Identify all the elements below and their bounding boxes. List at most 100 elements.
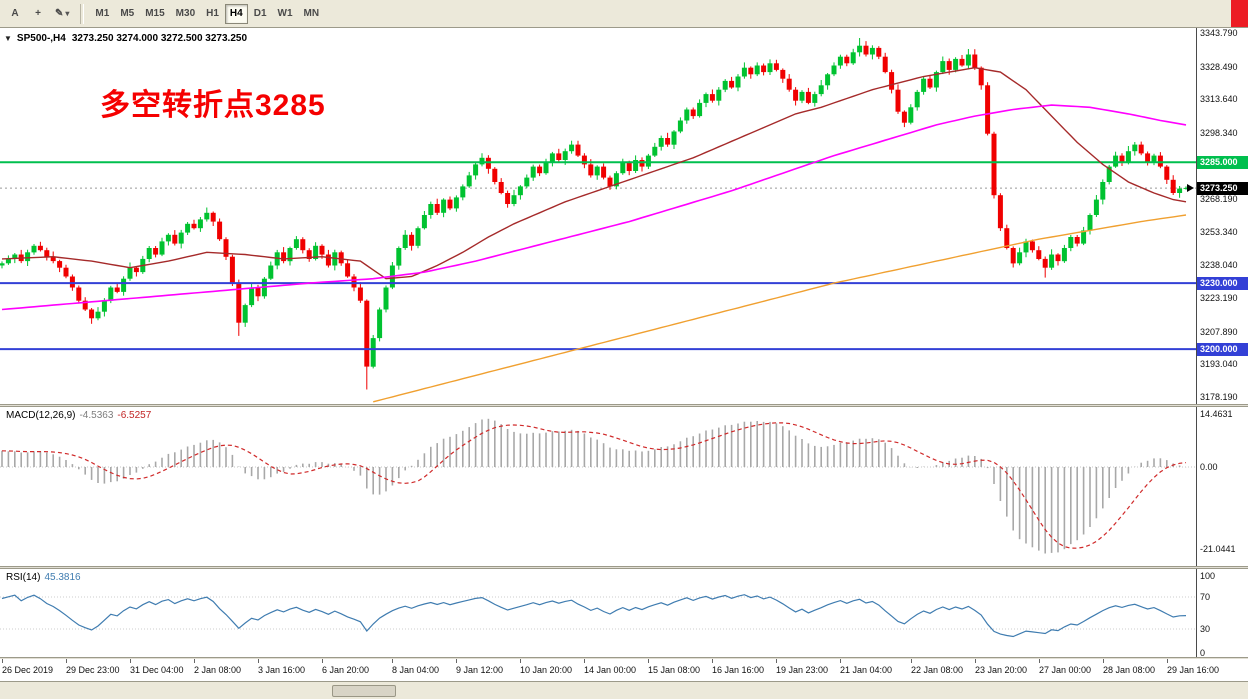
candle-body [153, 248, 159, 255]
price-axis-label: 3298.340 [1200, 128, 1238, 138]
candle-body [869, 47, 875, 55]
time-axis-label: 21 Jan 04:00 [840, 665, 893, 675]
candle-body [511, 195, 517, 204]
macd-title: MACD(12,26,9) -4.5363 -6.5257 [6, 410, 151, 421]
candle-body [447, 199, 453, 209]
candle-body [197, 219, 203, 229]
candle-body [1170, 179, 1176, 193]
timeframe-button-m15[interactable]: M15 [140, 4, 169, 24]
candle-body [658, 138, 664, 147]
panel-splitter[interactable] [0, 657, 1248, 659]
panel-splitter[interactable] [0, 404, 1248, 407]
price-badge-3200.000: 3200.000 [1197, 343, 1248, 356]
price-badge-3230.000: 3230.000 [1197, 277, 1248, 290]
time-axis-tick [520, 659, 521, 663]
ma-fast-line [1, 66, 1187, 280]
candle-body [1164, 166, 1170, 180]
rsi-label: RSI(14) [6, 572, 41, 583]
candle-body [825, 74, 831, 86]
candle-body [421, 215, 427, 229]
candle-body [127, 267, 133, 279]
chart-title: ▼ SP500-,H4 3273.250 3274.000 3272.500 327… [4, 33, 247, 44]
candle-body [460, 186, 466, 198]
price-chart-canvas[interactable] [0, 28, 1196, 404]
candle-body [607, 177, 613, 187]
timeframe-button-h4[interactable]: H4 [224, 3, 248, 24]
candle-body [953, 58, 959, 70]
timeframe-button-m1[interactable]: M1 [90, 4, 114, 24]
current-price-badge: 3273.250 [1197, 182, 1248, 195]
candle-body [1125, 151, 1131, 163]
candle-body [985, 85, 991, 134]
candle-body [946, 61, 952, 70]
candle-body [287, 248, 293, 262]
candle-body [741, 67, 747, 77]
panel-splitter[interactable] [0, 566, 1248, 569]
candle-body [402, 234, 408, 248]
time-axis[interactable]: 26 Dec 2019 29 Dec 23:00 31 Dec 04:00 2 Jan… [0, 659, 1248, 681]
time-axis-tick [194, 659, 195, 663]
crosshair-tool-button[interactable]: + [27, 4, 49, 24]
candle-body [722, 80, 728, 90]
candle-body [914, 91, 920, 108]
candle-body [217, 221, 223, 240]
candle-body [684, 109, 690, 121]
price-chart-panel[interactable]: ▼ SP500-,H4 3273.250 3274.000 3272.500 327… [0, 28, 1196, 404]
timeframe-button-m5[interactable]: M5 [115, 4, 139, 24]
timeframe-button-mn[interactable]: MN [299, 4, 325, 24]
timeframe-button-m30[interactable]: M30 [171, 4, 200, 24]
candle-body [31, 245, 37, 253]
candle-body [377, 309, 383, 339]
candle-body [517, 186, 523, 196]
rsi-panel[interactable]: RSI(14) 45.3816 [0, 569, 1196, 657]
candle-body [645, 155, 651, 167]
timeframe-button-w1[interactable]: W1 [273, 4, 298, 24]
horizontal-scrollbar-thumb[interactable] [332, 685, 396, 697]
candle-body [613, 173, 619, 187]
time-axis-label: 14 Jan 00:00 [584, 665, 637, 675]
time-axis-label: 15 Jan 08:00 [648, 665, 701, 675]
candle-body [575, 144, 581, 156]
chart-text-annotation[interactable]: 多空转折点3285 [100, 89, 326, 122]
price-axis-label: 3328.490 [1200, 62, 1238, 72]
candle-body [626, 162, 632, 171]
candle-body [524, 177, 530, 187]
price-axis-label: 3268.190 [1200, 194, 1238, 204]
candle-body [114, 287, 120, 292]
candle-body [1061, 248, 1067, 262]
candle-body [716, 89, 722, 101]
time-axis-tick [911, 659, 912, 663]
candle-body [665, 138, 671, 145]
price-axis[interactable]: 3343.7903328.4903313.6403298.3403283.490… [1196, 28, 1248, 659]
macd-signal-value: -6.5257 [117, 410, 152, 421]
candle-body [1151, 155, 1157, 163]
cursor-tool-button[interactable]: A [4, 4, 26, 24]
timeframe-button-d1[interactable]: D1 [249, 4, 272, 24]
candle-body [44, 250, 50, 257]
macd-panel[interactable]: MACD(12,26,9) -4.5363 -6.5257 [0, 407, 1196, 566]
time-axis-label: 29 Jan 16:00 [1167, 665, 1220, 675]
candle-body [345, 263, 351, 277]
candle-body [293, 239, 299, 248]
candle-body [281, 252, 287, 262]
candle-body [901, 111, 907, 123]
candle-body [965, 54, 971, 66]
chevron-down-icon: ▾ [65, 9, 70, 18]
price-axis-label: 3193.040 [1200, 359, 1238, 369]
candle-body [671, 131, 677, 145]
candle-body [313, 245, 319, 259]
timeframe-button-h1[interactable]: H1 [201, 4, 224, 24]
candle-body [1183, 187, 1189, 189]
time-axis-label: 31 Dec 04:00 [130, 665, 184, 675]
candle-body [63, 267, 69, 277]
drawing-tools-button[interactable]: ✎ ▾ [50, 4, 74, 24]
time-axis-label: 26 Dec 2019 [2, 665, 54, 675]
time-axis-label: 22 Jan 08:00 [911, 665, 964, 675]
time-axis-tick [456, 659, 457, 663]
candle-body [89, 309, 95, 319]
candle-body [69, 276, 75, 288]
candle-body [997, 195, 1003, 229]
time-axis-label: 16 Jan 16:00 [712, 665, 765, 675]
time-axis-label: 28 Jan 08:00 [1103, 665, 1156, 675]
candle-body [786, 78, 792, 90]
